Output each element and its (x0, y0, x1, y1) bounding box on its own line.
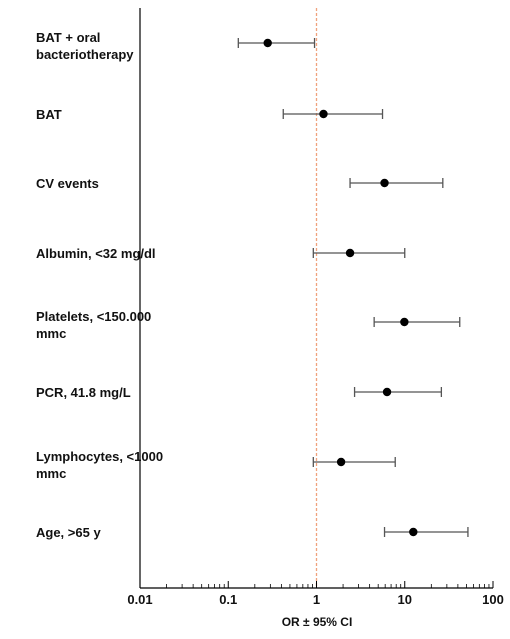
or-point (380, 178, 389, 188)
row-label: CV events (36, 176, 99, 191)
row-label: PCR, 41.8 mg/L (36, 385, 131, 400)
or-point (382, 387, 392, 397)
row-marker (312, 248, 406, 258)
row-label-line: mmc (36, 326, 66, 341)
row-marker (237, 38, 316, 48)
row-label: Age, >65 y (36, 525, 101, 540)
row-labels-layer: BAT + oral bacteriotherapy BAT CV events Alb… (36, 30, 163, 540)
x-axis-title: OR ± 95% CI (282, 615, 353, 629)
row-label-line: Lymphocytes, <1000 (36, 449, 163, 464)
axes-layer: 0.01 0.1 1 10 100 (127, 8, 504, 607)
row-marker (282, 109, 384, 119)
row-label: BAT (36, 107, 62, 122)
row-label: Platelets, <150.000 mmc (36, 309, 151, 341)
x-tick-label: 1 (313, 592, 320, 607)
x-tick-label: 10 (398, 592, 412, 607)
row-label: Albumin, <32 mg/dl (36, 246, 156, 261)
rows-layer (237, 38, 469, 537)
row-label: Lymphocytes, <1000 mmc (36, 449, 163, 481)
or-point (345, 248, 355, 258)
row-label-line: Platelets, <150.000 (36, 309, 151, 324)
x-tick-label: 0.1 (219, 592, 237, 607)
or-point (263, 38, 272, 48)
row-label: BAT + oral bacteriotherapy (36, 30, 134, 62)
or-point (336, 457, 346, 467)
row-label-line: mmc (36, 466, 66, 481)
or-point (319, 109, 328, 119)
x-tick-label: 0.01 (127, 592, 152, 607)
or-point (409, 527, 418, 537)
row-marker (353, 387, 443, 397)
row-marker (349, 178, 444, 188)
row-marker (383, 527, 469, 537)
row-label-line: bacteriotherapy (36, 47, 134, 62)
row-marker (373, 317, 461, 327)
or-point (400, 317, 409, 327)
x-tick-label: 100 (482, 592, 504, 607)
row-label-line: BAT + oral (36, 30, 100, 45)
row-marker (312, 457, 396, 467)
